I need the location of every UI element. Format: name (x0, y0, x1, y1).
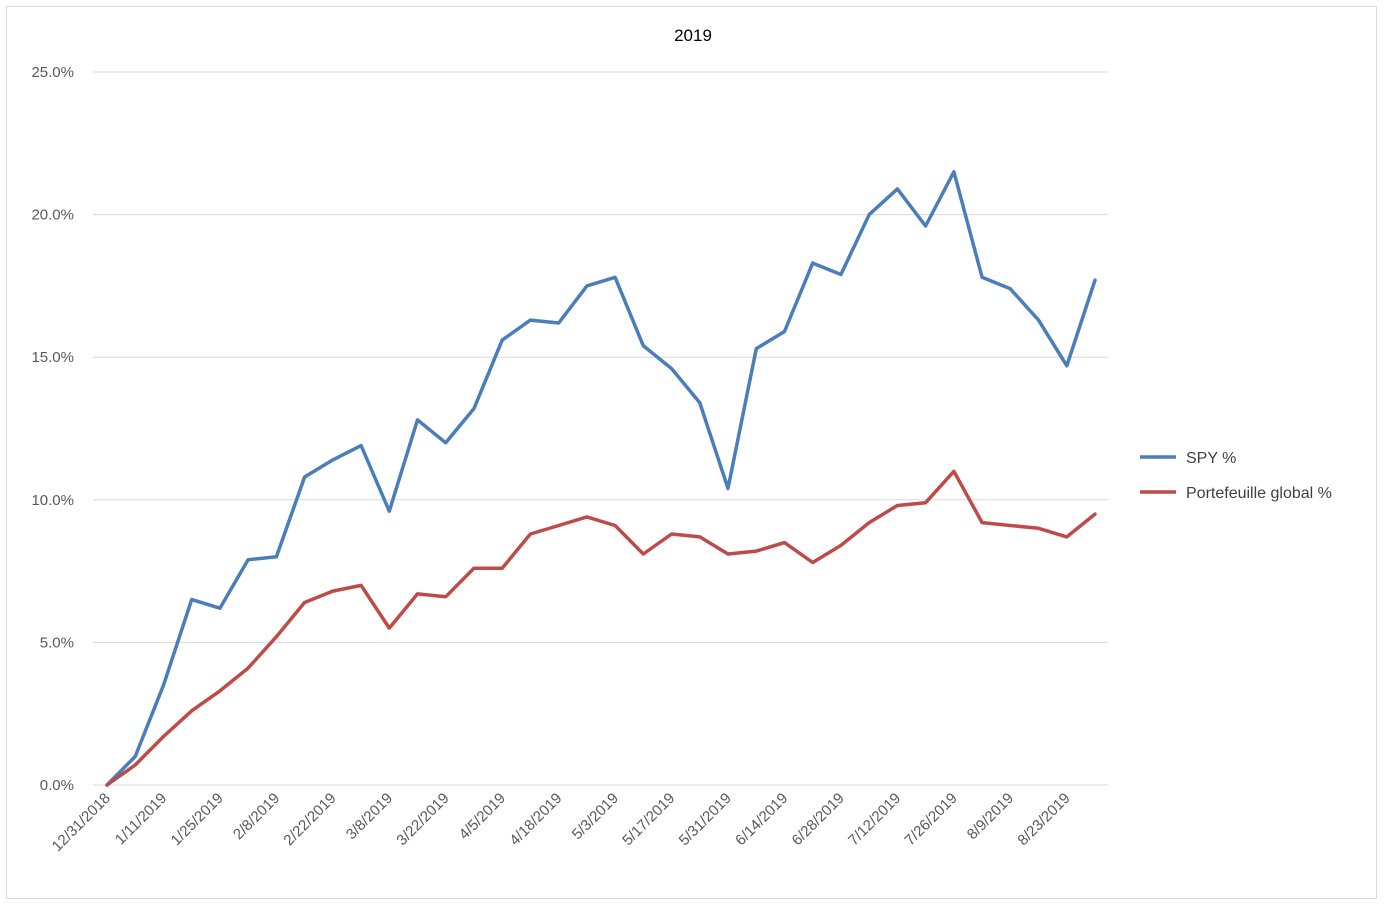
y-tick-label: 20.0% (31, 207, 74, 224)
y-tick-label: 10.0% (31, 492, 74, 509)
x-tick-label: 5/3/2019 (569, 790, 622, 843)
y-tick-label: 25.0% (31, 64, 74, 81)
series-line-2 (105, 469, 1097, 787)
x-tick-label: 8/9/2019 (964, 790, 1017, 843)
y-tick-label: 15.0% (31, 349, 74, 366)
gridlines (93, 71, 1108, 786)
x-tick-label: 3/22/2019 (393, 790, 452, 849)
x-tick-label: 8/23/2019 (1014, 790, 1073, 849)
x-tick-label: 6/14/2019 (732, 790, 791, 849)
x-tick-label: 1/25/2019 (168, 790, 227, 849)
legend-label: Portefeuille global % (1186, 485, 1332, 502)
x-tick-label: 4/18/2019 (506, 790, 565, 849)
series-line-1 (105, 170, 1097, 787)
y-axis-ticks: 0.0% 5.0% 10.0% 15.0% 20.0% 25.0% (31, 64, 74, 794)
y-tick-label: 5.0% (40, 634, 74, 651)
x-tick-label: 6/28/2019 (789, 790, 848, 849)
x-tick-label: 5/17/2019 (619, 790, 678, 849)
chart-frame (6, 6, 1377, 899)
legend: SPY % Portefeuille global % (1140, 450, 1332, 502)
chart-title: 2019 (674, 26, 712, 45)
x-tick-label: 12/31/2018 (49, 790, 114, 855)
x-tick-label: 2/8/2019 (230, 790, 283, 843)
y-tick-label: 0.0% (40, 777, 74, 794)
x-tick-label: 7/26/2019 (901, 790, 960, 849)
x-tick-label: 1/11/2019 (112, 790, 170, 848)
legend-label: SPY % (1186, 450, 1236, 467)
x-tick-label: 2/22/2019 (280, 790, 339, 849)
x-tick-label: 5/31/2019 (676, 790, 735, 849)
series-lines (105, 170, 1097, 787)
x-tick-label: 4/5/2019 (456, 790, 509, 843)
x-tick-label: 7/12/2019 (845, 790, 904, 849)
x-tick-label: 3/8/2019 (343, 790, 396, 843)
